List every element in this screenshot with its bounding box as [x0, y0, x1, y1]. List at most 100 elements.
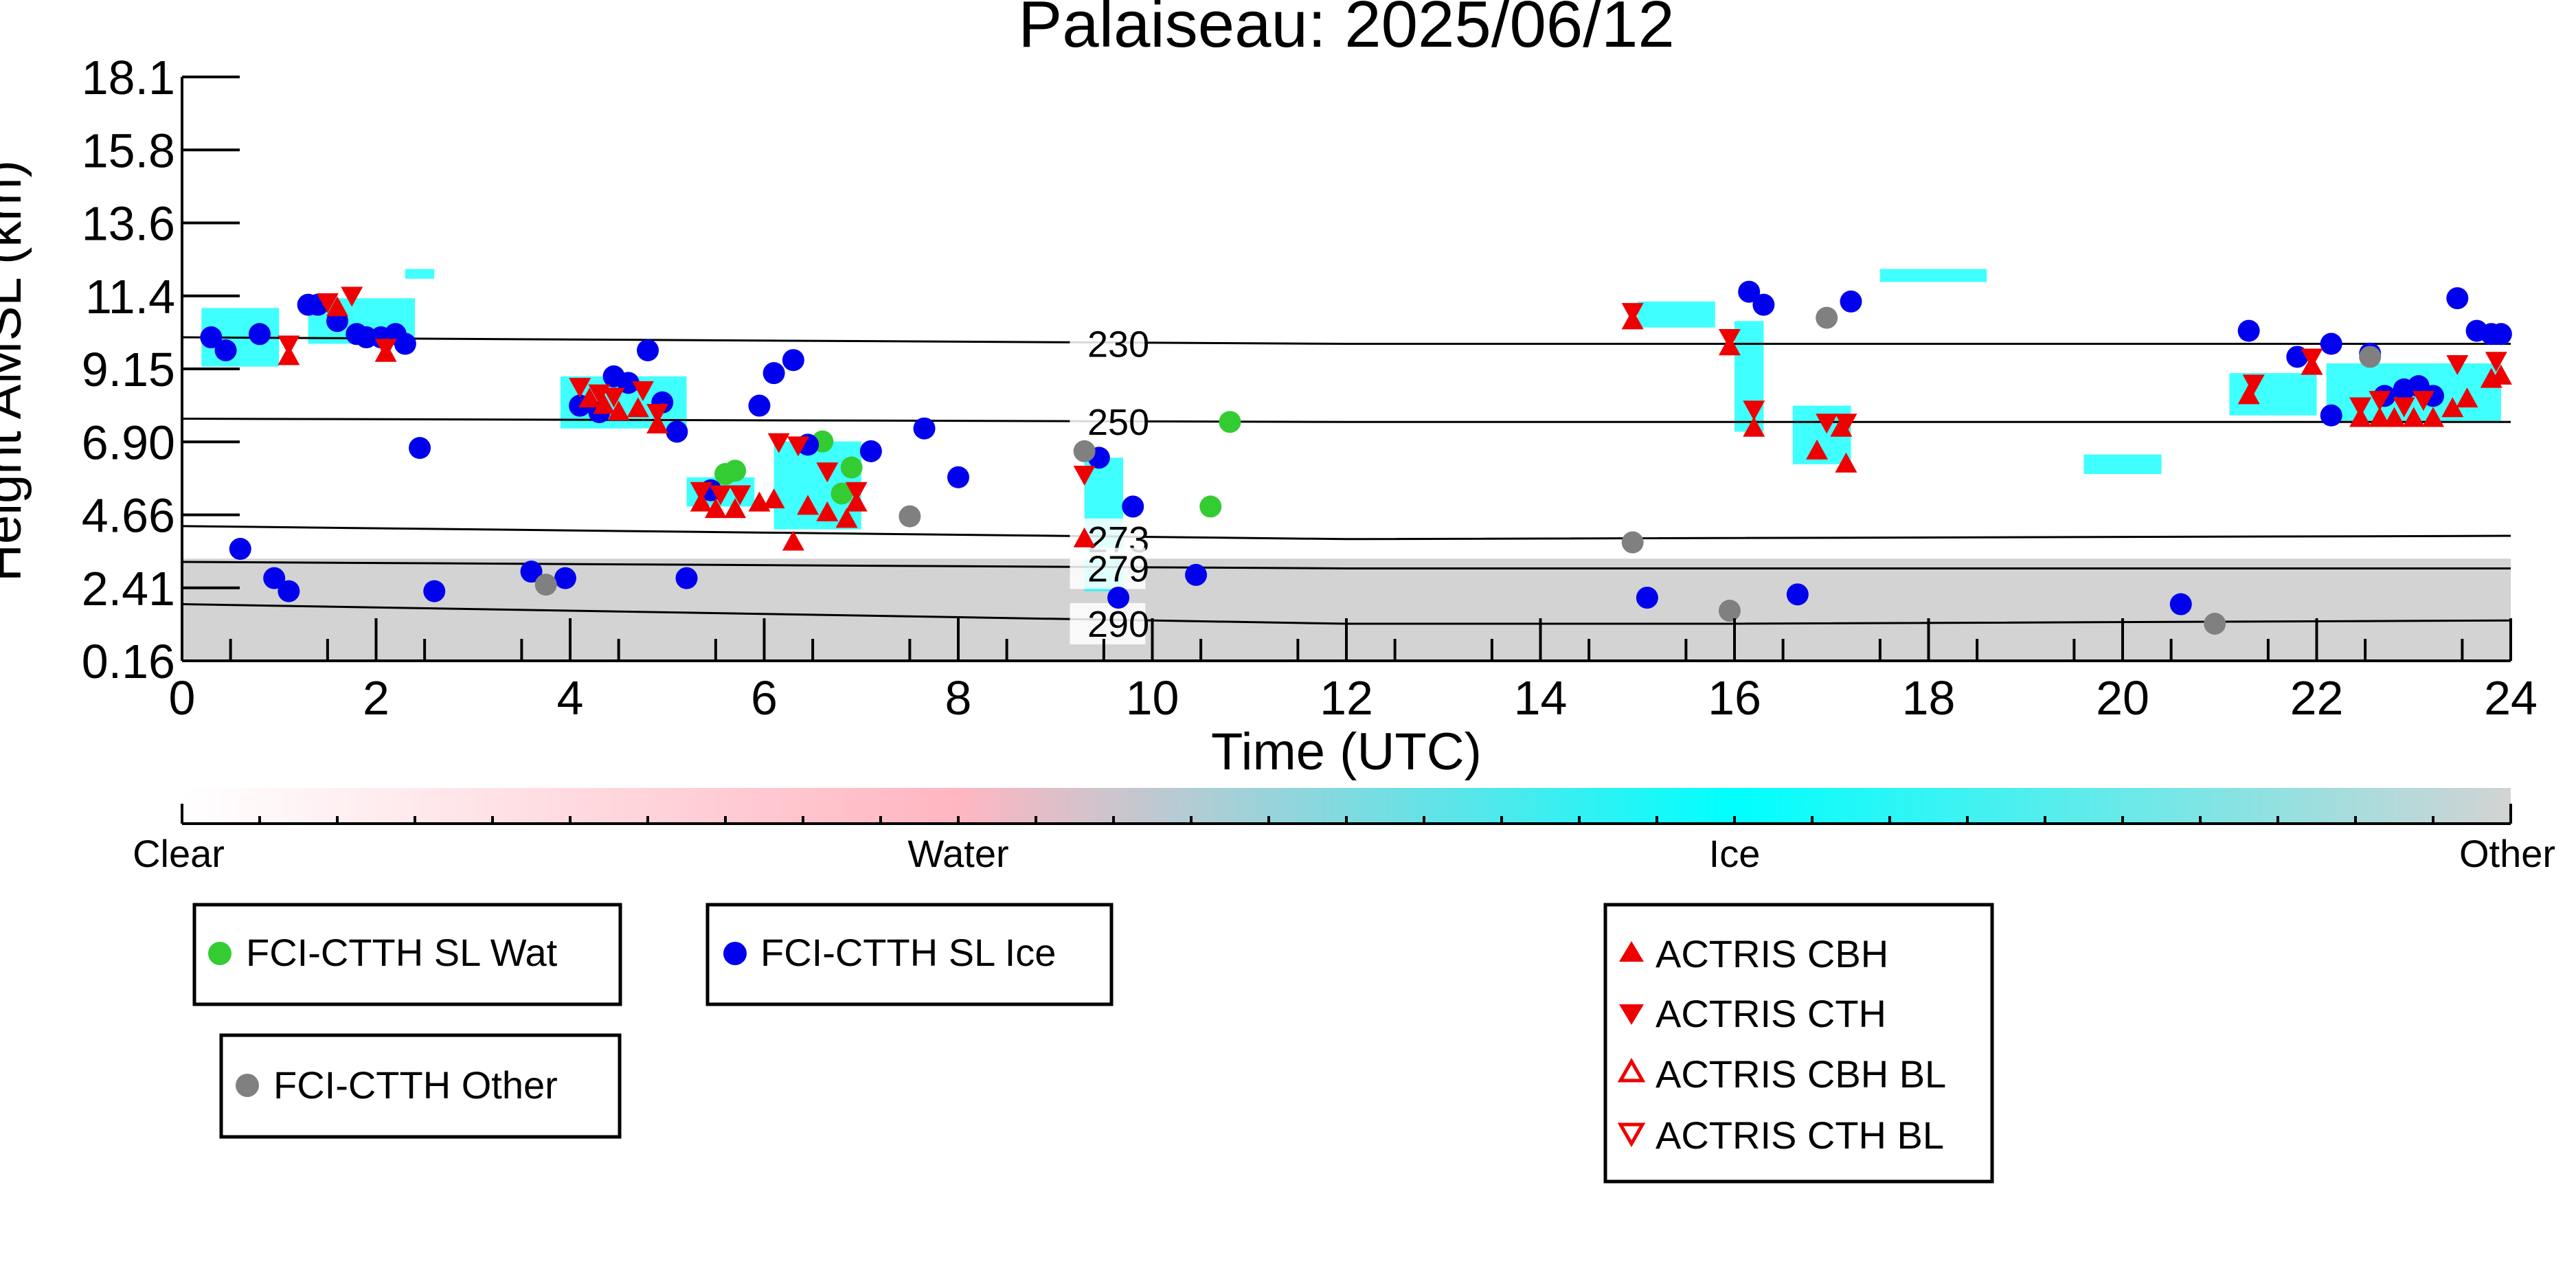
isotherm-273 — [181, 525, 2511, 541]
x-axis-label: Time (UTC) — [1211, 723, 1482, 781]
ice-cloud-patch — [2083, 454, 2162, 475]
legend-ice-marker — [723, 942, 747, 965]
marker-point — [263, 567, 286, 589]
marker-point — [767, 433, 790, 453]
cloud-classification-field — [182, 269, 2511, 661]
x-tick-label: 10 — [1126, 671, 1179, 725]
marker-point — [637, 339, 659, 361]
ice-cloud-patch — [1879, 269, 1987, 282]
legend-cth-label: ACTRIS CTH — [1656, 992, 1886, 1035]
marker-point — [690, 482, 712, 502]
marker-point — [1816, 306, 1838, 329]
legend-cbh-bl-marker — [1617, 1057, 1646, 1083]
marker-point — [554, 567, 576, 589]
marker-point — [578, 387, 601, 408]
marker-point — [2485, 352, 2507, 372]
y-tick-label: 4.66 — [82, 489, 175, 543]
legend-ice: FCI-CTTH SL Ice — [705, 903, 1114, 1006]
colorbar-label-other: Other — [2459, 832, 2555, 875]
x-tick-label: 12 — [1320, 671, 1373, 725]
marker-point — [1718, 600, 1741, 622]
legend-cbh-label: ACTRIS CBH — [1656, 932, 1888, 975]
marker-point — [1835, 414, 1857, 434]
colorbar-label-ice: Ice — [1709, 832, 1761, 875]
ice-cloud-patch — [2229, 373, 2317, 416]
marker-point — [748, 394, 771, 417]
marker-point — [2446, 287, 2469, 310]
marker-point — [2204, 612, 2226, 635]
legend-actris: ACTRIS CBH ACTRIS CTH ACTRIS CBH BL ACTR… — [1603, 903, 1994, 1184]
marker-point — [2320, 404, 2342, 427]
marker-point — [724, 460, 747, 482]
marker-point — [1738, 280, 1761, 303]
legend-cth-bl-label: ACTRIS CTH BL — [1656, 1114, 1944, 1157]
marker-point — [2237, 384, 2260, 405]
marker-point — [947, 466, 969, 488]
marker-point — [326, 296, 348, 317]
marker-point — [666, 420, 688, 443]
marker-point — [229, 538, 251, 561]
marker-point — [2489, 323, 2512, 346]
isotherm-label-bg — [1070, 323, 1146, 365]
marker-point — [278, 335, 300, 356]
ice-cloud-patch — [1735, 321, 1764, 432]
marker-layer — [200, 280, 2512, 635]
legend-wat: FCI-CTTH SL Wat — [192, 903, 622, 1006]
marker-point — [341, 286, 363, 307]
x-tick-label: 4 — [557, 671, 584, 725]
colorbar-label-clear: Clear — [133, 832, 225, 875]
marker-point — [2383, 407, 2406, 427]
legend-cbh-marker — [1619, 941, 1644, 962]
isotherm-label-bg — [1070, 401, 1146, 443]
marker-point — [316, 293, 339, 313]
marker-point — [816, 501, 839, 521]
y-tick-label: 15.8 — [82, 124, 175, 177]
x-tick-label: 14 — [1514, 671, 1568, 725]
marker-point — [1786, 583, 1809, 606]
marker-point — [724, 498, 747, 519]
marker-point — [631, 381, 654, 401]
marker-point — [2349, 397, 2372, 418]
marker-point — [762, 488, 785, 508]
marker-point — [2441, 397, 2464, 418]
marker-point — [913, 417, 936, 440]
marker-point — [831, 482, 853, 505]
marker-point — [534, 574, 557, 596]
x-tick-label: 24 — [2484, 671, 2538, 725]
marker-point — [1107, 587, 1130, 609]
legend-other-marker — [236, 1074, 259, 1097]
marker-point — [709, 485, 732, 506]
y-tick-label: 11.4 — [85, 270, 175, 324]
marker-point — [1840, 290, 1862, 313]
y-tick-label: 13.6 — [82, 197, 175, 251]
marker-point — [1199, 495, 1222, 518]
legend-cth-marker — [1619, 1004, 1644, 1025]
marker-point — [1718, 329, 1741, 350]
marker-point — [835, 508, 858, 528]
marker-point — [602, 387, 625, 408]
marker-point — [2456, 387, 2478, 408]
legend-other-label: FCI-CTTH Other — [273, 1063, 558, 1107]
marker-point — [840, 456, 863, 479]
marker-point — [845, 482, 868, 502]
marker-point — [2242, 374, 2265, 395]
x-tick-label: 0 — [169, 671, 196, 725]
marker-point — [249, 323, 271, 346]
marker-point — [1073, 466, 1096, 486]
marker-point — [787, 436, 809, 457]
legend-ice-label: FCI-CTTH SL Ice — [760, 931, 1056, 974]
marker-point — [1835, 452, 1857, 473]
marker-point — [2301, 348, 2323, 369]
marker-point — [593, 394, 615, 414]
marker-point — [797, 495, 820, 515]
marker-point — [200, 326, 223, 349]
marker-point — [762, 362, 785, 385]
marker-point — [2393, 397, 2415, 418]
marker-point — [1621, 531, 1644, 554]
marker-point — [646, 404, 669, 425]
marker-point — [1816, 414, 1838, 434]
marker-point — [675, 567, 698, 589]
marker-point — [607, 400, 630, 421]
marker-point — [1122, 495, 1144, 518]
